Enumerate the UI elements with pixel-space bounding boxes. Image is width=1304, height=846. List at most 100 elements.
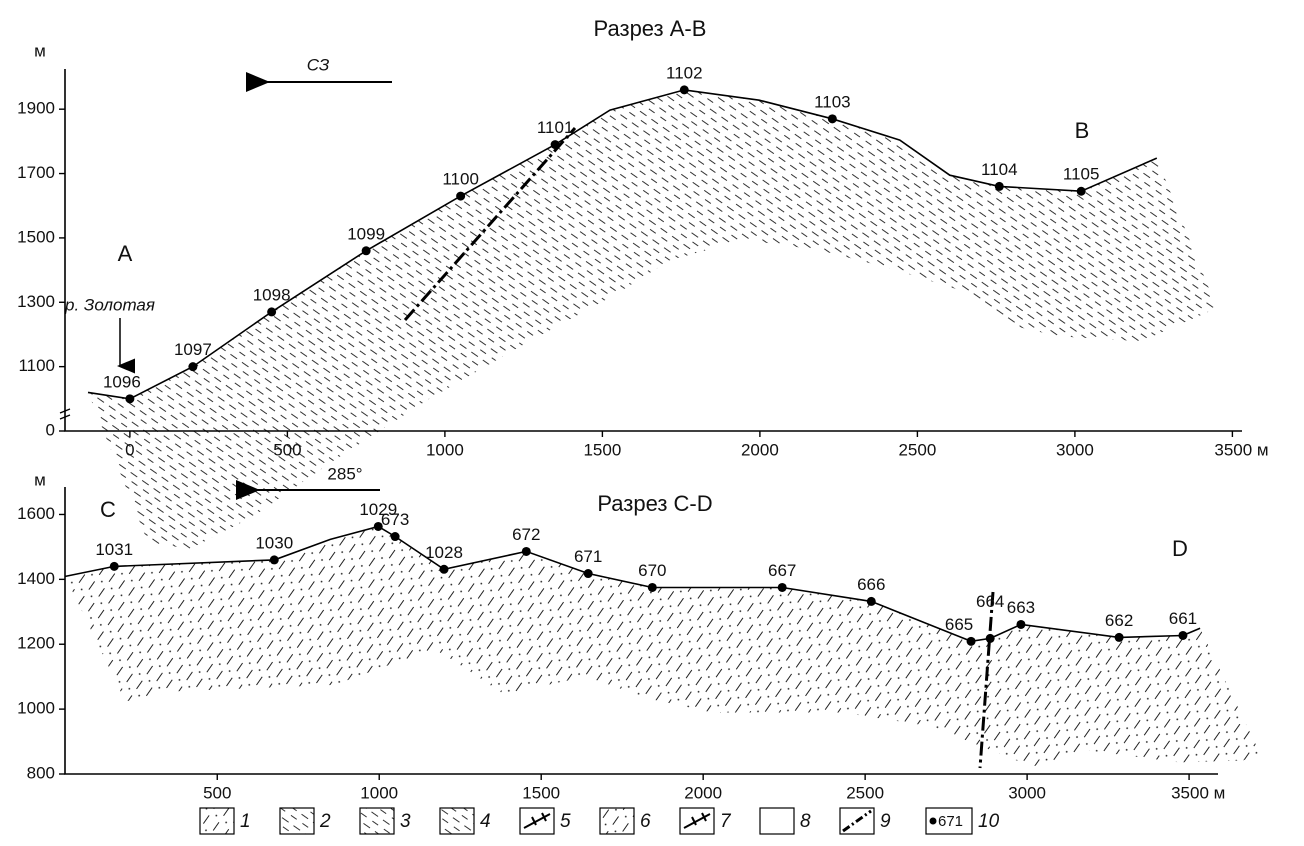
layers (65, 89, 1261, 767)
legend-label: 9 (880, 811, 891, 832)
station-label: 670 (638, 561, 666, 580)
end-label: A (118, 241, 133, 266)
legend-label: 8 (800, 811, 811, 832)
profile (65, 525, 1201, 643)
y-tick-label: 1400 (17, 569, 55, 588)
station-label: 1030 (255, 533, 293, 552)
station-label: 667 (768, 561, 796, 580)
legend-label: 3 (400, 811, 411, 832)
station (361, 246, 371, 256)
y-unit: м (34, 470, 46, 489)
station (777, 582, 787, 592)
station (985, 633, 995, 643)
end-label: D (1172, 536, 1188, 561)
legend-sample: 671 (938, 813, 963, 830)
legend-fault (842, 809, 872, 833)
y-tick-label: 1700 (17, 163, 55, 182)
x-tick-label: 500 (203, 783, 231, 802)
station (1016, 619, 1026, 629)
legend-label: 10 (978, 811, 1000, 832)
station (373, 521, 383, 531)
station (456, 191, 466, 201)
end-label: B (1075, 118, 1090, 143)
legend-label: 6 (640, 811, 651, 832)
rock-layers (65, 526, 1261, 767)
station (550, 140, 560, 150)
x-tick-label: 1000 (360, 783, 398, 802)
station-label: 1101 (537, 118, 574, 137)
x-tick-label: 1000 (426, 440, 464, 459)
legend-label: 7 (720, 811, 732, 832)
station (1178, 630, 1188, 640)
station-label: 1105 (1063, 165, 1100, 184)
legend-swatch (199, 807, 235, 835)
station-label: 1096 (103, 372, 141, 391)
station (1114, 632, 1124, 642)
station-label: 1102 (666, 63, 703, 82)
legend-swatch (359, 807, 395, 835)
station-label: 1104 (981, 160, 1018, 179)
y-tick-label: 1000 (17, 699, 55, 718)
x-tick-label: 2500 (898, 440, 936, 459)
legend-label: 5 (560, 811, 571, 832)
legend-sign (683, 812, 711, 829)
station (439, 564, 449, 574)
station (994, 181, 1004, 191)
station-label: 1028 (425, 543, 463, 562)
x-tick-label: 2000 (741, 440, 779, 459)
station (521, 546, 531, 556)
station (109, 561, 119, 571)
station (269, 555, 279, 565)
legend-label: 1 (240, 811, 251, 832)
section-title: Разрез А-В (594, 16, 707, 41)
river-label: р. Золотая (64, 295, 155, 314)
fault (978, 591, 995, 769)
y-tick-label: 1900 (17, 99, 55, 118)
profile (87, 89, 1158, 400)
station-label: 1100 (442, 170, 479, 189)
x-tick-label: 2000 (684, 783, 722, 802)
station-label: 1098 (253, 285, 291, 304)
x-tick-label: 3000 (1008, 783, 1046, 802)
station-label: 671 (574, 547, 602, 566)
station-label: 1029 (359, 500, 397, 519)
station-label: 663 (1007, 598, 1035, 617)
legend-dot (929, 817, 937, 825)
station (1076, 186, 1086, 196)
rock-layers (87, 89, 1217, 549)
section-title: Разрез C-D (597, 491, 712, 516)
station (679, 85, 689, 95)
station (647, 582, 657, 592)
axis-break (59, 408, 71, 420)
legend-label: 2 (319, 811, 331, 832)
station (188, 362, 198, 372)
y-tick-label: 1500 (17, 227, 55, 246)
station (267, 307, 277, 317)
station (827, 114, 837, 124)
station (866, 596, 876, 606)
station-label: 673 (381, 510, 409, 529)
legend-swatch (439, 807, 475, 835)
legend-swatch (759, 807, 795, 835)
y-tick-label: 1300 (17, 292, 55, 311)
station-label: 664 (976, 592, 1004, 611)
x-tick-label: 3500 м (1214, 440, 1268, 459)
station-label: 1031 (95, 540, 133, 559)
y-tick-label: 0 (46, 420, 55, 439)
y-tick-label: 1200 (17, 634, 55, 653)
fault (403, 127, 577, 321)
legend-sign (523, 812, 551, 829)
direction-label: 285° (327, 464, 362, 483)
legend-swatch (279, 807, 315, 835)
y-tick-label: 1100 (18, 356, 55, 375)
station (125, 394, 135, 404)
y-tick-label: 1600 (17, 504, 55, 523)
direction-label: СЗ (307, 55, 330, 74)
x-tick-label: 1500 (583, 440, 621, 459)
legend-label: 4 (480, 811, 491, 832)
x-tick-label: 3000 (1056, 440, 1094, 459)
station-label: 1097 (174, 340, 212, 359)
station-label: 666 (857, 575, 885, 594)
